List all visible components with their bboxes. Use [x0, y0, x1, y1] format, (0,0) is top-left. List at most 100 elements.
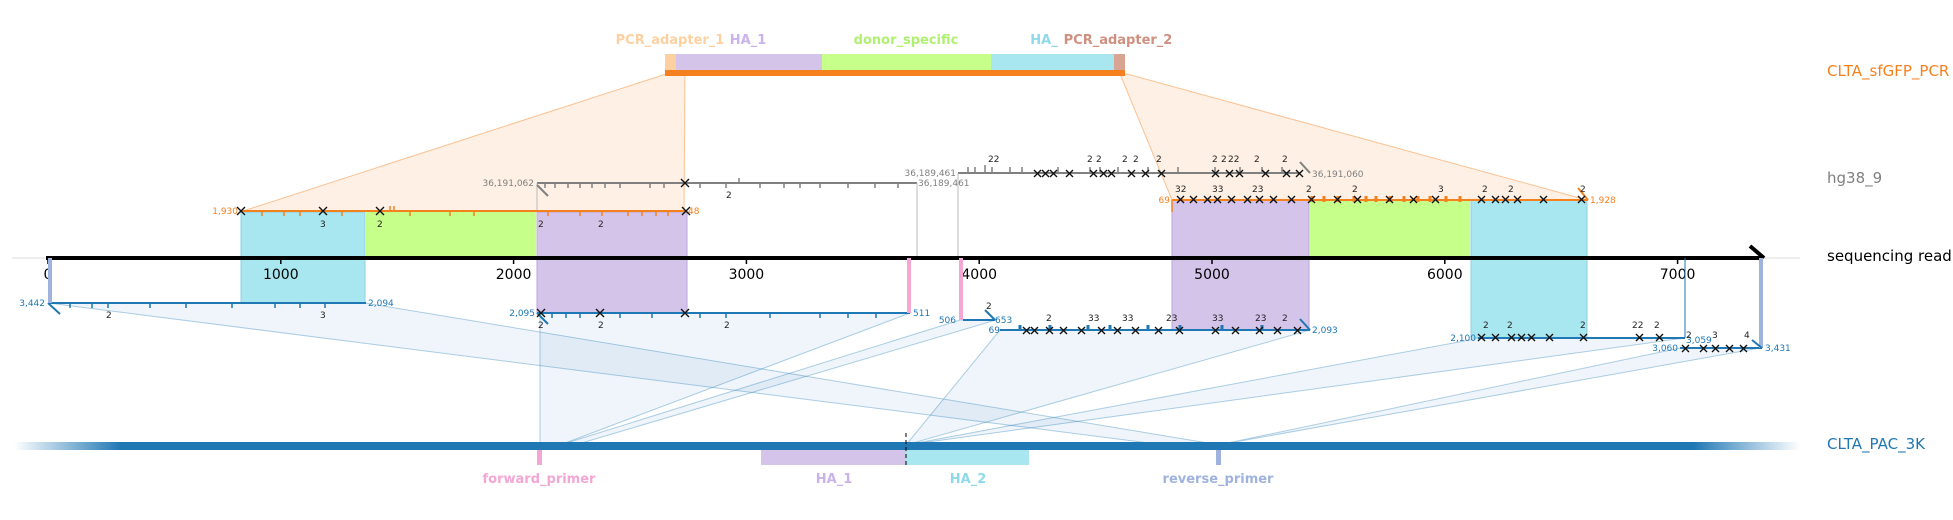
pcr-left-start-label: 1,930: [212, 207, 238, 217]
pcr-right-end-label: 1,928: [1590, 196, 1616, 206]
pac-b-mismatch: 2: [538, 321, 544, 331]
pac-b-end-label: 511: [913, 309, 930, 319]
read-axis-tick-label: 7000: [1660, 267, 1696, 283]
pac-ha1-block: [761, 450, 906, 465]
pac-a-mismatch: 3: [320, 311, 326, 321]
pac-f-mid-label: 3,059: [1686, 336, 1712, 346]
pac-reference: forward_primer HA_1 HA_2 reverse_primer: [14, 433, 1800, 487]
pac-alignment-d: 69 2,093 2 33 33 23 33 23 2: [989, 314, 1338, 336]
pac-d-mismatch: 2: [1046, 314, 1052, 324]
pcr-right-mismatch: 3: [1438, 185, 1444, 195]
pcr-left-mismatch: 2: [538, 220, 544, 230]
read-arrowhead: [1748, 244, 1766, 260]
forward-primer-block: [537, 450, 542, 465]
pcr-right-mismatch: 23: [1252, 185, 1263, 195]
pac-alignment-a: 3,442 2,094 2 3: [19, 258, 394, 321]
pcr-right-mismatch: 2: [1352, 185, 1358, 195]
hg38-right-mismatch: 2: [1096, 155, 1102, 165]
read-axis-tick-label: 5000: [1194, 267, 1230, 283]
hg38-left-end-label: 36,189,461: [918, 179, 970, 189]
pac-d-start-label: 69: [989, 326, 1001, 336]
block-ha1-left: [536, 211, 688, 314]
pcr-left-mismatch: 3: [320, 220, 326, 230]
pac-a-mismatch: 2: [106, 311, 112, 321]
hg38-right-mismatch: 2: [1156, 155, 1162, 165]
pac-e-start-label: 2,100: [1450, 334, 1476, 344]
target-label-pac: CLTA_PAC_3K: [1827, 435, 1925, 453]
pac-d-mismatch: 23: [1255, 314, 1266, 324]
pcr-right-mismatch: 2: [1580, 185, 1586, 195]
pac-c-end-label: 653: [995, 316, 1012, 326]
hg38-right-mismatch: 22: [988, 155, 999, 165]
pac-a-end-label: 2,094: [368, 299, 394, 309]
hg38-alignment-left: 36,191,062 36,189,461 2: [482, 178, 970, 258]
read-axis-tick-label: 2000: [496, 267, 532, 283]
block-ha2-right: [1470, 199, 1588, 339]
hg38-left-x-marks: [680, 178, 690, 188]
hg38-right-mismatch: 2: [1212, 155, 1218, 165]
pac-d-mismatch: 23: [1166, 314, 1177, 324]
pac-d-mismatch: 33: [1122, 314, 1133, 324]
pcr-right-mismatch: 33: [1212, 185, 1223, 195]
target-label-read: sequencing read: [1827, 247, 1952, 265]
hg38-left-start-label: 36,191,062: [482, 179, 534, 189]
pcr-adapter2-label: PCR_adapter_2: [1064, 33, 1173, 48]
pac-d-mismatch: 33: [1088, 314, 1099, 324]
pac-e-mismatch: 2: [1483, 321, 1489, 331]
pcr-left-mismatch: 2: [377, 220, 383, 230]
read-axis-tick-label: 4000: [961, 267, 997, 283]
pac-f-mismatch: 2: [1686, 331, 1692, 341]
block-ha1-right: [1171, 199, 1310, 331]
pac-b-mismatch: 2: [598, 321, 604, 331]
pcr-right-mismatch: 2: [1508, 185, 1514, 195]
hg38-right-ticks: [967, 165, 1283, 173]
pcr-reference: PCR_adapter_1 HA_1 donor_specific HA_ PC…: [616, 33, 1173, 76]
read-axis-ticks: 01000200030004000500060007000: [44, 258, 1696, 283]
pac-f-end-label: 3,431: [1765, 344, 1791, 354]
pcr-connection-polygons: [239, 73, 1588, 213]
pac-connection-polygons: [47, 302, 1761, 446]
pcr-adapter1-block: [665, 54, 676, 70]
pac-ha2-label: HA_2: [950, 472, 987, 487]
pcr-adapter1-label: PCR_adapter_1: [616, 33, 725, 48]
pac-e-mismatch: 2: [1654, 321, 1660, 331]
hg38-right-end-label: 36,191,060: [1312, 170, 1364, 180]
pcr-right-mismatch: 2: [1482, 185, 1488, 195]
pcr-donor-block: [822, 54, 991, 70]
pcr-right-start-label: 69: [1159, 196, 1171, 206]
pac-alignment-f: 3,060 3,059 3,431 2 3 4: [1652, 258, 1791, 354]
pac-e-mismatch: 22: [1632, 321, 1643, 331]
block-donor-right: [1310, 200, 1470, 258]
hg38-right-start-label: 36,189,461: [904, 169, 956, 179]
reverse-primer-label: reverse_primer: [1163, 472, 1275, 487]
pcr-donor-label: donor_specific: [854, 33, 959, 48]
pac-ha2-block: [906, 450, 1029, 465]
pac-e-mismatch: 2: [1580, 321, 1586, 331]
pac-d-mismatch: 2: [1282, 314, 1288, 324]
pac-d-mismatch: 33: [1212, 314, 1223, 324]
hg38-left-mismatch: 2: [726, 191, 732, 201]
block-donor-left: [365, 212, 536, 258]
pac-ha1-label: HA_1: [816, 472, 853, 487]
pcr-left-mismatch: 2: [598, 220, 604, 230]
pac-c-start-label: 506: [939, 316, 956, 326]
pcr-alignment-right: 69 1,928 3 2 33 23 2 2: [1159, 185, 1616, 212]
pac-f-mismatch: 4: [1744, 331, 1750, 341]
pcr-adapter2-block: [1114, 54, 1125, 70]
pac-d-end-label: 2,093: [1312, 326, 1338, 336]
pcr-alignment-left: 1,930 48 3 2 2 2: [212, 206, 700, 230]
pac-reference-bar: [14, 442, 1800, 450]
hg38-right-mismatch-labels: 22 2 2 2 2 2 2 2 22 2 2: [988, 155, 1288, 165]
read-axis-tick-label: 3000: [729, 267, 765, 283]
pcr-ha1-block: [676, 54, 822, 70]
hg38-right-mismatch: 2: [1221, 155, 1227, 165]
pac-b-mismatch: 2: [724, 321, 730, 331]
read-axis-tick-label: 6000: [1427, 267, 1463, 283]
pac-alignment-e: 2,100 2 2 2 22 2: [1450, 258, 1686, 344]
hg38-left-ticks: [544, 178, 899, 188]
pac-b-start-label: 2,095: [509, 309, 535, 319]
reverse-primer-block: [1216, 450, 1221, 465]
pac-a-start-label: 3,442: [19, 299, 45, 309]
pac-f-mismatch: 3: [1712, 331, 1718, 341]
